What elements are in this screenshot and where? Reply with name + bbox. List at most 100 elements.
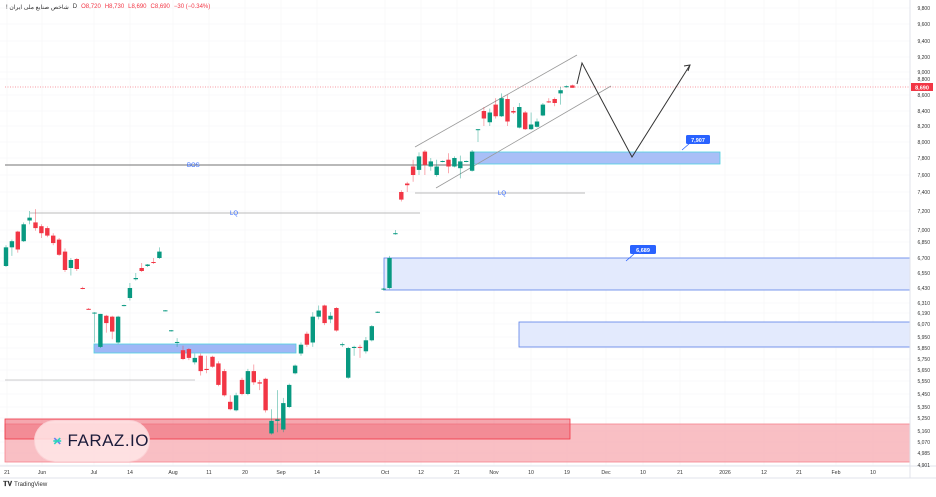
candle[interactable] [216,361,221,387]
candle[interactable] [127,283,133,301]
candle[interactable] [222,368,227,397]
candle[interactable] [475,129,481,142]
candle[interactable] [281,397,286,433]
candle[interactable] [80,286,85,290]
candle[interactable] [523,111,528,130]
candle[interactable] [287,383,292,409]
candle[interactable] [245,368,251,396]
candle[interactable] [422,150,428,175]
candle[interactable] [346,346,351,379]
candle[interactable] [340,342,345,347]
candle[interactable] [487,108,492,126]
target-label-7907-box[interactable] [686,135,710,144]
candle[interactable] [405,181,410,192]
candle[interactable] [157,247,162,259]
candle[interactable] [210,355,215,368]
zone-blue-small[interactable] [93,343,297,354]
candle[interactable] [74,258,79,271]
candle[interactable] [570,84,575,88]
candle[interactable] [292,364,298,375]
candle[interactable] [534,118,540,128]
zone-blue-lower[interactable] [518,321,911,348]
candle[interactable] [381,288,386,291]
channel-lower[interactable] [435,85,612,189]
candle[interactable] [21,222,26,242]
candle[interactable] [564,85,569,88]
candle[interactable] [511,107,516,114]
candle[interactable] [440,160,445,163]
candle[interactable] [481,107,487,126]
time-axis[interactable]: 21 Jun Jul 14 Aug 11 20 Sep 14 Oct 12 21 Nov 10 19 Dec 1… [4,470,876,476]
zone-blue-6689[interactable] [383,257,911,291]
candle[interactable] [540,103,546,117]
candle[interactable] [517,103,522,129]
candle[interactable] [458,155,463,179]
candle[interactable] [316,305,321,320]
candle[interactable] [357,344,363,358]
candle[interactable] [228,395,233,411]
candle[interactable] [3,245,9,267]
candle[interactable] [269,409,274,435]
candle[interactable] [98,313,103,348]
candle[interactable] [464,160,469,163]
candle[interactable] [27,211,32,225]
candle[interactable] [363,337,369,354]
candle[interactable] [428,158,433,171]
candle[interactable] [298,342,304,356]
candle[interactable] [169,329,174,332]
candle[interactable] [121,304,127,307]
candle[interactable] [552,97,557,107]
tradingview-brand[interactable]: 𝐓𝐕 TradingView [3,481,47,489]
candle[interactable] [304,331,310,347]
candle[interactable] [351,345,357,356]
candle[interactable] [257,379,262,391]
candle[interactable] [115,315,121,344]
candle[interactable] [251,364,256,385]
target-label-6689-box[interactable] [630,245,656,254]
candle[interactable] [174,338,180,347]
candle[interactable] [452,156,457,168]
candle[interactable] [499,93,504,117]
candle[interactable] [328,312,333,324]
candle[interactable] [186,348,192,361]
candle[interactable] [56,238,62,256]
candle[interactable] [399,190,404,202]
candle[interactable] [180,345,186,361]
candle[interactable] [239,377,245,396]
candle[interactable] [410,159,416,182]
candle[interactable] [51,233,56,246]
candle[interactable] [139,263,144,272]
candle[interactable] [387,255,392,290]
candle[interactable] [546,98,551,103]
candle[interactable] [375,311,380,313]
candle[interactable] [204,355,209,374]
candle[interactable] [505,95,510,126]
candle[interactable] [469,150,475,172]
candle[interactable] [39,224,44,238]
candle[interactable] [369,325,374,342]
candle[interactable] [45,226,50,238]
candle[interactable] [86,308,91,310]
candle[interactable] [416,152,422,175]
candle[interactable] [104,314,109,333]
candle[interactable] [33,209,38,231]
candle[interactable] [393,230,398,235]
candle[interactable] [275,390,280,433]
candle[interactable] [68,258,74,276]
candle[interactable] [528,112,534,131]
candle[interactable] [145,264,150,267]
candle[interactable] [322,304,327,326]
candle[interactable] [558,87,563,105]
candle[interactable] [493,98,498,119]
candle[interactable] [310,312,315,347]
candle[interactable] [15,230,20,253]
candle[interactable] [446,153,451,174]
candle[interactable] [133,273,138,281]
candle[interactable] [62,248,68,272]
candle[interactable] [110,315,115,340]
candle[interactable] [163,310,168,312]
candle[interactable] [151,258,156,264]
